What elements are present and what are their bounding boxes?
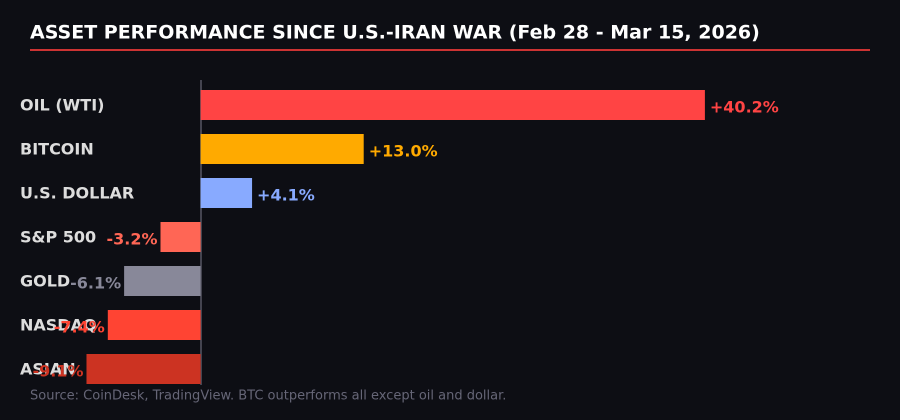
value-label: -9.1%	[32, 362, 83, 381]
value-label: -6.1%	[70, 274, 121, 293]
bar	[200, 134, 364, 164]
source-note: Source: CoinDesk, TradingView. BTC outpe…	[30, 389, 506, 404]
value-label: +13.0%	[369, 142, 438, 161]
bar	[124, 266, 201, 296]
bar	[107, 310, 201, 340]
bar	[160, 222, 201, 252]
value-label: +4.1%	[257, 186, 315, 205]
bar	[200, 178, 253, 208]
category-label: OIL (WTI)	[20, 96, 104, 115]
chart-title: ASSET PERFORMANCE SINCE U.S.-IRAN WAR (F…	[30, 22, 760, 44]
value-label: -3.2%	[106, 230, 157, 249]
value-label: +40.2%	[710, 98, 779, 117]
category-label: BITCOIN	[20, 140, 94, 159]
category-label: S&P 500	[20, 228, 96, 247]
value-label: -7.4%	[54, 318, 105, 337]
category-label: GOLD	[20, 272, 70, 291]
category-label: ASIAN	[20, 360, 76, 379]
category-label: NASDAQ	[20, 316, 97, 335]
bar	[86, 354, 201, 384]
bar	[200, 90, 705, 120]
category-label: U.S. DOLLAR	[20, 184, 134, 203]
